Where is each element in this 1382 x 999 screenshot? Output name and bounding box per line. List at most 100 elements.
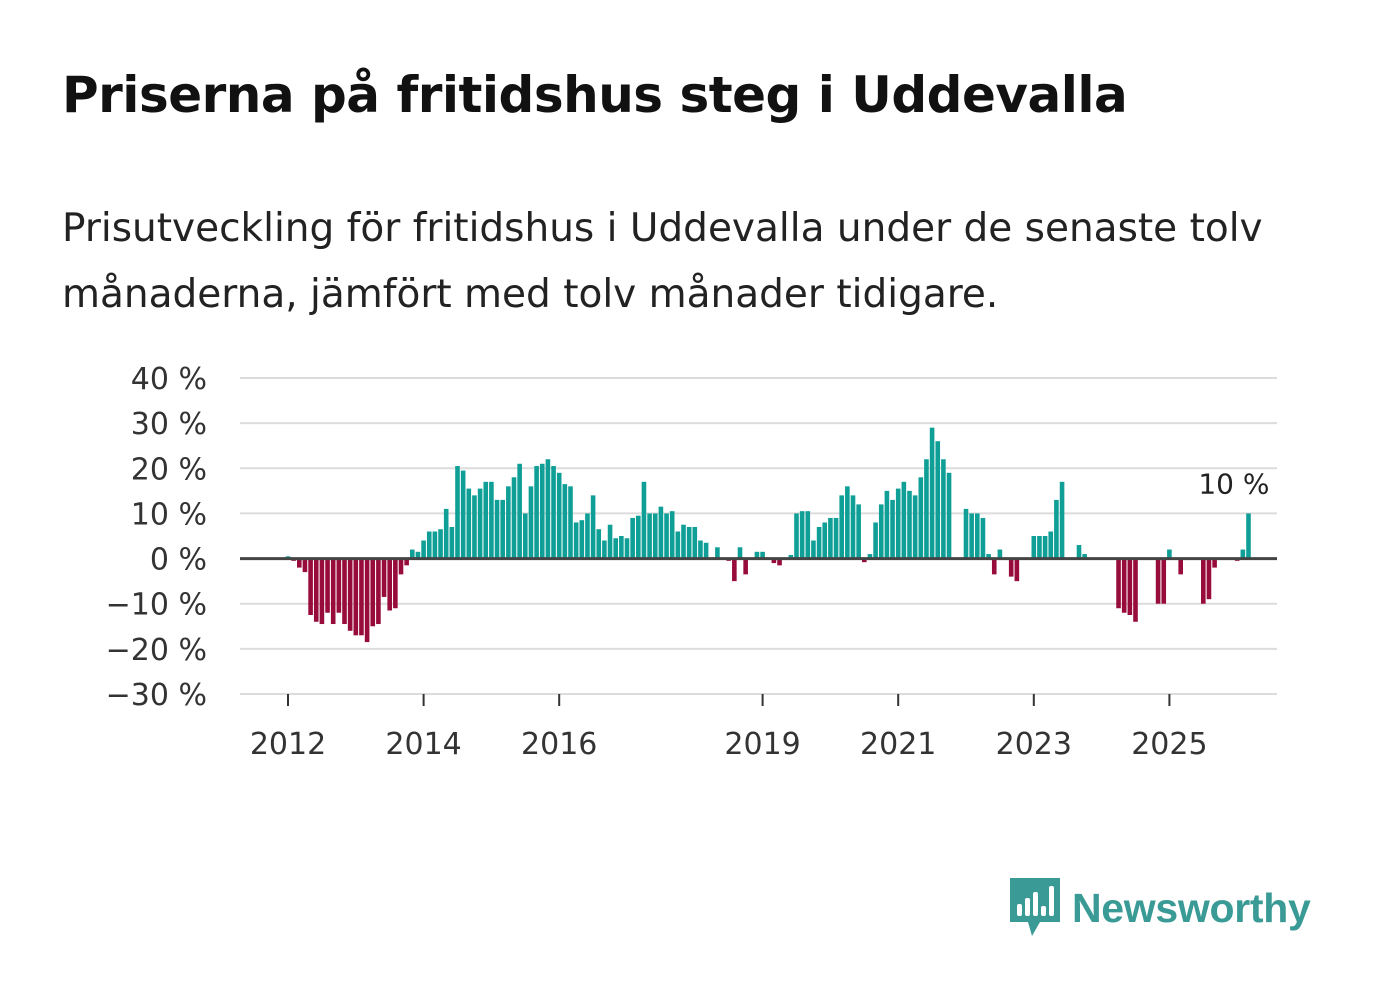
bar [1246,513,1251,559]
bar [715,547,720,559]
bar [935,441,941,559]
bar [410,549,415,559]
bar [602,540,607,559]
bar [364,558,370,643]
bar [443,508,449,559]
bar [816,526,822,559]
bar [319,558,325,625]
bar [556,472,562,559]
bar [342,558,347,625]
bar [1082,554,1087,559]
bar [381,558,387,597]
bar [1167,549,1172,559]
bar [884,490,890,559]
bar [698,540,703,559]
bar [376,558,381,625]
y-tick-label: 20 % [131,452,207,487]
brand-logo: Newsworthy [1010,878,1311,938]
bar [1206,558,1212,600]
bar [963,508,969,559]
bar [494,499,500,559]
bar [850,495,856,559]
y-tick-label: −20 % [106,633,207,668]
bar [828,517,833,559]
bar [573,522,579,559]
bar [359,558,364,636]
bar [1059,481,1065,559]
bar [1014,558,1020,582]
last-value-label: 10 % [1198,467,1269,500]
bar [455,466,460,559]
x-tick-label: 2021 [860,727,936,762]
x-tick-label: 2014 [385,727,461,762]
bar [568,486,573,559]
bar [1133,558,1138,622]
bar [641,481,647,559]
x-tick-label: 2012 [250,727,326,762]
bar [449,526,455,559]
bar-chart: 40 %30 %20 %10 %0 %−10 %−20 %−30 % 2012 2… [106,362,1277,762]
newsworthy-logo-icon [1010,878,1060,936]
bar [737,547,743,559]
bar [1076,545,1082,559]
bar [692,526,698,559]
bar [1037,536,1042,559]
bar [986,554,991,559]
bar [1201,558,1206,604]
bar [308,558,313,615]
bar [438,529,443,559]
x-axis: 2012 2014 2016 2019 2021 2023 2025 [250,694,1208,762]
bar [675,531,681,559]
bar [472,495,477,559]
bar [703,542,709,559]
y-tick-label: −30 % [106,678,207,713]
bar [404,558,409,566]
bar [980,517,986,559]
bar [929,427,935,559]
bar [1212,558,1217,568]
bar [353,558,359,636]
bar [1031,536,1037,559]
bar [426,531,432,559]
y-tick-label: 10 % [131,497,207,532]
bar [579,520,585,559]
bar [466,488,472,559]
bar [799,511,805,559]
bar [1240,549,1246,559]
bar [506,486,511,559]
bar [1054,499,1059,559]
bar [1008,558,1014,577]
x-tick-label: 2023 [996,727,1072,762]
bar [1116,558,1121,609]
bar [630,517,635,559]
bar [743,558,748,575]
bar [686,526,692,559]
bar [856,504,861,559]
bar [975,513,980,559]
bar [918,477,924,559]
bar [862,558,867,563]
bar [895,488,901,559]
bar [811,540,816,559]
bar [839,495,844,559]
bar [1121,558,1127,613]
bar [867,554,873,559]
bar [907,490,912,559]
bar [421,540,426,559]
bar [534,466,539,559]
bar [658,506,664,559]
bar [1042,536,1048,559]
bar [432,531,438,559]
grid-lines [240,377,1277,695]
bar [754,551,760,559]
bar [624,538,630,559]
bar [777,558,782,566]
y-tick-label: 0 % [150,543,207,578]
bar [585,513,590,559]
bar [805,511,811,559]
bar [393,558,398,609]
bar [297,558,302,568]
bar [500,499,505,559]
bar [924,459,929,559]
bar [590,495,596,559]
